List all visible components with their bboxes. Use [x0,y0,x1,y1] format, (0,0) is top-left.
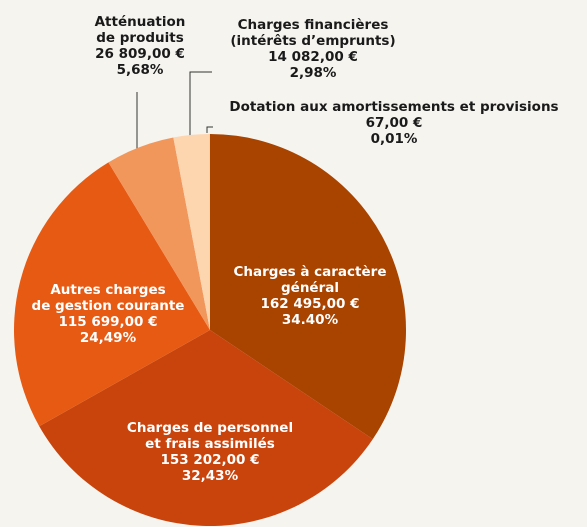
slice-label: Dotation aux amortissements et provision… [229,99,558,115]
slice-label: et frais assimilés [145,436,275,452]
percent-label: 24,49% [80,330,137,346]
pie-slice [210,134,406,440]
percent-label: 2,98% [290,65,337,81]
value-label: 162 495,00 € [260,296,359,312]
pie-slice [108,137,210,330]
percent-label: 34.40% [282,312,339,328]
value-label: 26 809,00 € [95,46,185,62]
pie-slice [173,134,210,330]
percent-label: 0,01% [371,131,418,147]
leader-line [189,71,212,146]
value-label: 115 699,00 € [58,314,157,330]
slice-label: Charges de personnel [127,420,293,436]
pie-slice [13,162,210,427]
slice-label: de gestion courante [32,298,185,314]
value-label: 153 202,00 € [160,452,259,468]
percent-label: 5,68% [117,62,164,78]
slice-label: de produits [96,30,184,46]
slice-label: Charges financières [238,17,389,33]
value-label: 14 082,00 € [268,49,358,65]
slice-label: Charges à caractère [234,264,387,280]
slice-label: Autres charges [50,282,165,298]
slice-label: Atténuation [95,14,186,30]
slice-label: (intérêts d’emprunts) [230,33,395,49]
value-label: 67,00 € [366,115,423,131]
percent-label: 32,43% [182,468,239,484]
pie-slice [39,330,373,526]
leader-line [206,126,213,133]
slice-label: général [281,280,339,296]
